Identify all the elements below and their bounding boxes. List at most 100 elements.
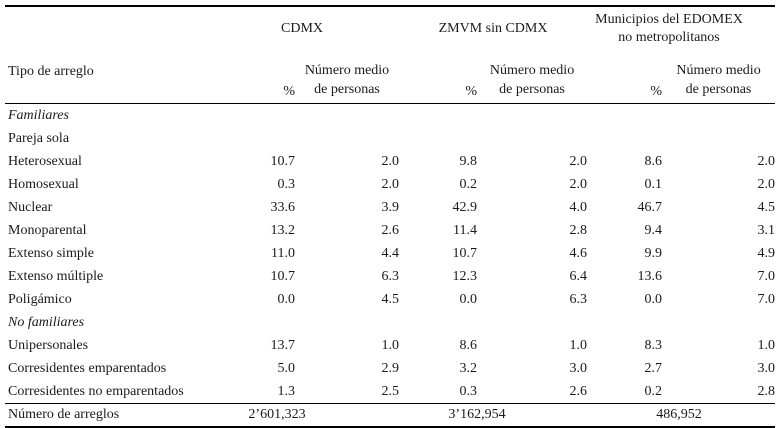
table-row-nuclear: Nuclear 33.6 3.9 42.9 4.0 46.7 4.5 xyxy=(5,196,775,219)
table-row-no-familiares: No familiares xyxy=(5,311,775,334)
cell-zmvm-pct: 12.3 xyxy=(452,268,478,284)
cell-zmvm-pct: 0.2 xyxy=(459,176,478,192)
group-header-zmvm-label: ZMVM sin CDMX xyxy=(438,21,548,37)
group-header-cdmx: CDMX xyxy=(205,6,399,51)
pct-header-edomex: % xyxy=(587,51,663,104)
cell-zmvm-pct: 0.0 xyxy=(459,291,478,307)
cell-zmvm-avg: 2.6 xyxy=(569,383,588,399)
group-header-cdmx-label: CDMX xyxy=(281,21,324,37)
cell-zmvm-pct: 11.4 xyxy=(453,222,478,238)
cell-zmvm-avg: 2.0 xyxy=(569,153,588,169)
footer-label: Número de arreglos xyxy=(5,403,205,427)
table-row-extenso-multiple: Extenso múltiple 10.7 6.3 12.3 6.4 13.6 … xyxy=(5,265,775,288)
cell-edomex-avg: 7.0 xyxy=(757,268,776,284)
table-row-unipersonales: Unipersonales 13.7 1.0 8.6 1.0 8.3 1.0 xyxy=(5,334,775,357)
cell-edomex-pct: 8.3 xyxy=(644,337,663,353)
avg-header-cdmx-line1: Número medio xyxy=(304,63,390,79)
cell-cdmx-avg: 2.6 xyxy=(381,222,400,238)
row-label: Unipersonales xyxy=(8,337,89,353)
cell-cdmx-avg: 4.5 xyxy=(381,291,400,307)
section-label-no-familiares: No familiares xyxy=(8,314,85,330)
cell-cdmx-pct: 0.0 xyxy=(277,291,296,307)
cell-zmvm-avg: 3.0 xyxy=(569,360,588,376)
cell-cdmx-pct: 0.3 xyxy=(277,176,296,192)
pct-header-zmvm: % xyxy=(399,51,478,104)
group-header-zmvm: ZMVM sin CDMX xyxy=(399,6,587,51)
row-label: Corresidentes no emparentados xyxy=(8,383,184,399)
cell-cdmx-pct: 1.3 xyxy=(277,383,296,399)
cell-edomex-avg: 4.5 xyxy=(757,199,776,215)
cell-edomex-pct: 8.6 xyxy=(644,153,663,169)
avg-header-edomex: Número medio de personas xyxy=(662,51,776,104)
total-zmvm: 3’162,954 xyxy=(399,403,588,427)
cell-edomex-avg: 4.9 xyxy=(757,245,776,261)
cell-zmvm-pct: 42.9 xyxy=(452,199,478,215)
avg-header-edomex-line1: Número medio xyxy=(676,63,761,79)
sub-header-row: Tipo de arreglo % Número medio de person… xyxy=(5,51,776,104)
table-row-pareja-sola: Pareja sola xyxy=(5,127,775,150)
household-arrangements-table: CDMX ZMVM sin CDMX Municipios del EDOMEX… xyxy=(5,5,776,428)
table-row-familiares: Familiares xyxy=(5,104,775,128)
row-label: Nuclear xyxy=(8,199,53,215)
avg-header-zmvm: Número medio de personas xyxy=(477,51,588,104)
row-label: Monoparental xyxy=(8,222,87,238)
row-label-header: Tipo de arreglo xyxy=(5,51,205,104)
cell-cdmx-avg: 3.9 xyxy=(381,199,400,215)
cell-cdmx-avg: 2.5 xyxy=(381,383,400,399)
total-cdmx: 2’601,323 xyxy=(205,403,400,427)
cell-edomex-avg: 2.8 xyxy=(757,383,776,399)
cell-edomex-avg: 2.0 xyxy=(757,153,776,169)
table-row-monoparental: Monoparental 13.2 2.6 11.4 2.8 9.4 3.1 xyxy=(5,219,775,242)
cell-cdmx-pct: 5.0 xyxy=(277,360,296,376)
cell-cdmx-pct: 13.7 xyxy=(270,337,296,353)
cell-edomex-avg: 2.0 xyxy=(757,176,776,192)
pct-header-cdmx: % xyxy=(205,51,295,104)
cell-zmvm-avg: 6.3 xyxy=(569,291,588,307)
cell-cdmx-pct: 33.6 xyxy=(270,199,296,215)
cell-zmvm-avg: 1.0 xyxy=(569,337,588,353)
cell-cdmx-pct: 10.7 xyxy=(270,268,296,284)
cell-cdmx-avg: 2.0 xyxy=(381,176,400,192)
cell-zmvm-avg: 2.8 xyxy=(569,222,588,238)
avg-header-zmvm-line1: Número medio xyxy=(489,63,575,79)
section-label-familiares: Familiares xyxy=(8,107,69,123)
row-label: Extenso múltiple xyxy=(8,268,104,284)
table-row-extenso-simple: Extenso simple 11.0 4.4 10.7 4.6 9.9 4.9 xyxy=(5,242,775,265)
avg-header-edomex-line2: de personas xyxy=(685,82,752,98)
cell-zmvm-pct: 8.6 xyxy=(459,337,478,353)
group-header-edomex: Municipios del EDOMEX no metropolitanos xyxy=(587,6,775,51)
cell-cdmx-avg: 1.0 xyxy=(381,337,400,353)
avg-header-zmvm-line2: de personas xyxy=(499,82,565,98)
cell-zmvm-avg: 6.4 xyxy=(569,268,588,284)
cell-edomex-avg: 7.0 xyxy=(757,291,776,307)
cell-zmvm-avg: 4.0 xyxy=(569,199,588,215)
cell-cdmx-avg: 6.3 xyxy=(381,268,400,284)
cell-cdmx-pct: 10.7 xyxy=(270,153,296,169)
cell-edomex-avg: 1.0 xyxy=(757,337,776,353)
column-group-header-row: CDMX ZMVM sin CDMX Municipios del EDOMEX… xyxy=(5,6,775,51)
cell-cdmx-avg: 2.9 xyxy=(381,360,400,376)
cell-cdmx-avg: 4.4 xyxy=(381,245,400,261)
avg-header-cdmx-line2: de personas xyxy=(314,82,380,98)
cell-edomex-avg: 3.0 xyxy=(757,360,776,376)
cell-cdmx-pct: 11.0 xyxy=(271,245,295,261)
table-row-poligamico: Poligámico 0.0 4.5 0.0 6.3 0.0 7.0 xyxy=(5,288,775,311)
row-label: Poligámico xyxy=(8,291,72,307)
cell-cdmx-avg: 2.0 xyxy=(381,153,400,169)
cell-cdmx-pct: 13.2 xyxy=(270,222,296,238)
cell-edomex-pct: 0.2 xyxy=(644,383,663,399)
table-footer-row: Número de arreglos 2’601,323 3’162,954 4… xyxy=(5,403,776,427)
cell-edomex-pct: 0.0 xyxy=(644,291,663,307)
table-row-heterosexual: Heterosexual 10.7 2.0 9.8 2.0 8.6 2.0 xyxy=(5,150,775,173)
subsection-label-pareja-sola: Pareja sola xyxy=(8,130,70,146)
row-label: Homosexual xyxy=(8,176,79,192)
cell-zmvm-avg: 2.0 xyxy=(569,176,588,192)
row-label: Heterosexual xyxy=(8,153,82,169)
cell-edomex-pct: 46.7 xyxy=(637,199,663,215)
empty-header-cell xyxy=(5,6,205,51)
table-row-homosexual: Homosexual 0.3 2.0 0.2 2.0 0.1 2.0 xyxy=(5,173,775,196)
cell-zmvm-pct: 10.7 xyxy=(452,245,478,261)
row-label: Corresidentes emparentados xyxy=(8,360,167,376)
total-edomex: 486,952 xyxy=(587,403,776,427)
cell-edomex-pct: 2.7 xyxy=(644,360,663,376)
